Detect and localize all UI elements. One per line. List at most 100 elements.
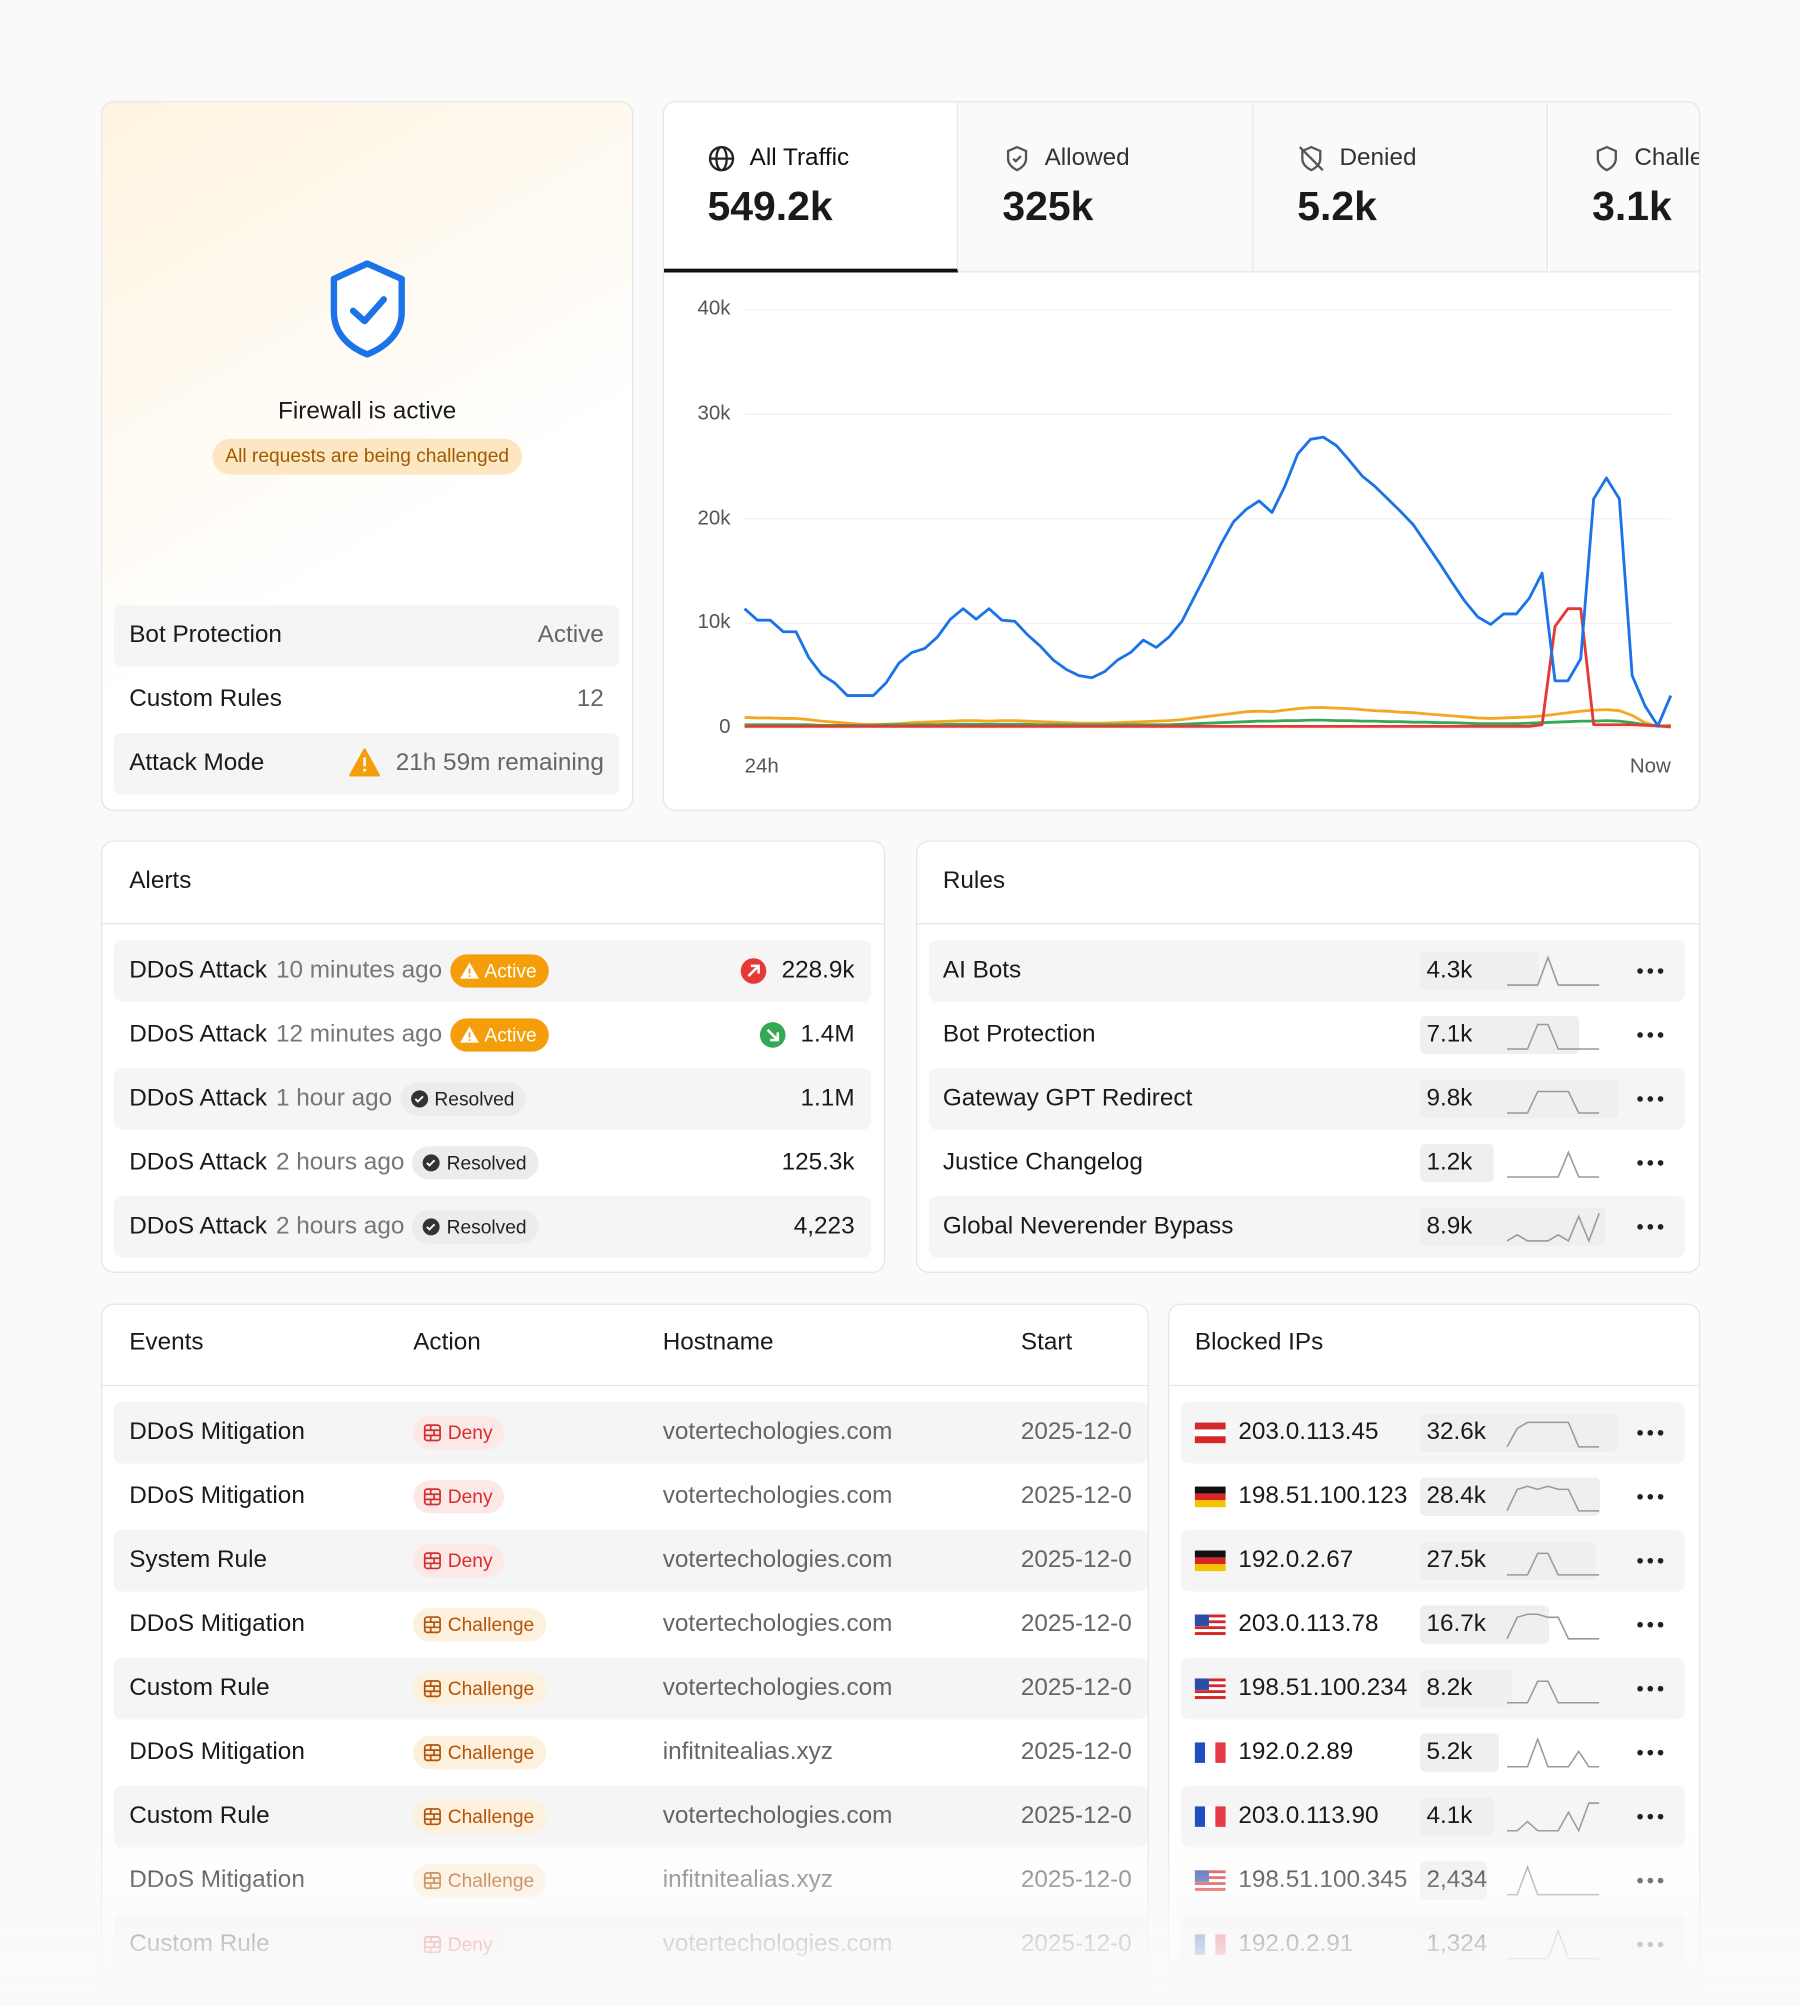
traffic-tab[interactable]: Challenged 3.1k [1548, 102, 1699, 273]
rule-name: Global Neverender Bypass [942, 1212, 1234, 1240]
action-badge: Challenge [413, 1608, 546, 1642]
alert-name: DDoS Attack [129, 956, 268, 984]
start-time: 2025-12-0 [1020, 1482, 1132, 1510]
event-name: DDoS Mitigation [129, 1482, 305, 1510]
column-header: Events [129, 1329, 204, 1357]
alert-row: DDoS Attack 10 minutes ago Active [129, 953, 549, 989]
action-text: Deny [447, 1421, 493, 1444]
status-badge: All requests are being challenged [212, 438, 522, 475]
traffic-card: All Traffic 549.2k Allowed 325k Denied 5.2k Ch… [662, 101, 1701, 812]
column-header: Action [413, 1329, 481, 1357]
tab-value: 325k [1002, 182, 1094, 229]
rules-card [915, 840, 1701, 1273]
setting-value: Active [537, 621, 604, 649]
ip-address: 192.0.2.67 [1238, 1546, 1354, 1574]
alert-time: 12 minutes ago [275, 1020, 443, 1048]
event-name: DDoS Mitigation [129, 1418, 305, 1446]
alert-row: DDoS Attack 2 hours ago Resolved [129, 1209, 539, 1245]
tab-value: 5.2k [1297, 182, 1377, 229]
count-label: 7.1k [1426, 1020, 1473, 1048]
setting-value: 21h 59m remaining [395, 749, 604, 777]
rule-name: Justice Changelog [942, 1148, 1143, 1176]
rule-name: AI Bots [942, 956, 1022, 984]
status-badge: Resolved [399, 1082, 526, 1116]
action-badge: Deny [413, 1544, 505, 1578]
event-name: Custom Rule [129, 1674, 270, 1702]
start-time: 2025-12-0 [1020, 1738, 1132, 1766]
alert-time: 2 hours ago [275, 1212, 405, 1240]
count-label: 16.7k [1426, 1610, 1486, 1638]
action-text: Challenge [447, 1613, 535, 1636]
column-header: Start [1020, 1329, 1073, 1357]
start-time: 2025-12-0 [1020, 1418, 1132, 1446]
warning-icon [459, 962, 479, 979]
action-text: Deny [447, 1549, 493, 1572]
tab-icon [1591, 143, 1622, 174]
setting-value: 12 [576, 685, 604, 713]
tab-label: Challenged [1634, 144, 1699, 172]
action-icon [423, 1616, 441, 1634]
hostname: votertechologies.com [662, 1610, 893, 1638]
status-badge: Resolved [412, 1146, 539, 1180]
hostname: votertechologies.com [662, 1674, 893, 1702]
x-axis-label: 24h [744, 756, 779, 778]
traffic-tab[interactable]: All Traffic 549.2k [663, 102, 959, 273]
status-badge: Active [449, 954, 549, 988]
alert-value: 4,223 [793, 1212, 855, 1240]
status-text: Resolved [446, 1152, 527, 1174]
tab-value: 549.2k [707, 182, 833, 229]
alert-value: 1.4M [800, 1020, 855, 1048]
alert-time: 10 minutes ago [275, 956, 443, 984]
tab-icon-svg [1006, 145, 1027, 172]
alert-time: 2 hours ago [275, 1148, 405, 1176]
status-text: Active [484, 1024, 537, 1046]
tab-icon [1296, 143, 1327, 174]
y-tick-label: 30k [697, 402, 731, 425]
ip-address: 198.51.100.234 [1238, 1674, 1408, 1702]
ip-address: 203.0.113.45 [1238, 1418, 1379, 1446]
bottom-fade [0, 1823, 1800, 2006]
tab-icon-svg [1596, 145, 1617, 172]
event-name: System Rule [129, 1546, 267, 1574]
y-tick-label: 20k [697, 507, 731, 529]
hostname: votertechologies.com [662, 1482, 893, 1510]
status-badge: Resolved [412, 1210, 539, 1244]
setting-label: Attack Mode [129, 749, 265, 777]
alert-row: DDoS Attack 2 hours ago Resolved [129, 1145, 539, 1181]
action-icon [423, 1744, 441, 1762]
count-label: 9.8k [1426, 1084, 1473, 1112]
setting-label: Bot Protection [129, 621, 282, 649]
start-time: 2025-12-0 [1020, 1674, 1132, 1702]
alert-name: DDoS Attack [129, 1148, 268, 1176]
check-icon [410, 1090, 428, 1108]
hostname: infitnitealias.xyz [662, 1738, 833, 1766]
count-label: 4.3k [1426, 956, 1473, 984]
action-icon [423, 1552, 441, 1570]
alert-name: DDoS Attack [129, 1212, 268, 1240]
traffic-tab[interactable]: Allowed 325k [958, 102, 1254, 273]
action-badge: Challenge [413, 1672, 546, 1706]
traffic-tab[interactable]: Denied 5.2k [1253, 102, 1548, 273]
action-icon [423, 1680, 441, 1698]
column-header: Hostname [662, 1329, 774, 1357]
card-title: Rules [942, 867, 1006, 895]
status-text: Active [484, 960, 537, 982]
action-badge: Deny [413, 1416, 505, 1450]
alert-value: 228.9k [781, 956, 855, 984]
action-text: Challenge [447, 1805, 535, 1828]
check-icon [422, 1154, 440, 1172]
start-time: 2025-12-0 [1020, 1546, 1132, 1574]
tab-label: Denied [1339, 144, 1417, 172]
tab-icon-svg [708, 145, 735, 172]
action-icon [423, 1424, 441, 1442]
tab-label: All Traffic [749, 144, 850, 172]
event-name: DDoS Mitigation [129, 1610, 305, 1638]
alert-time: 1 hour ago [275, 1084, 393, 1112]
hostname: votertechologies.com [662, 1418, 893, 1446]
ip-address: 198.51.100.123 [1238, 1482, 1408, 1510]
x-axis-label: Now [1629, 756, 1671, 778]
tab-icon [706, 143, 737, 174]
y-tick-label: 40k [697, 298, 731, 320]
